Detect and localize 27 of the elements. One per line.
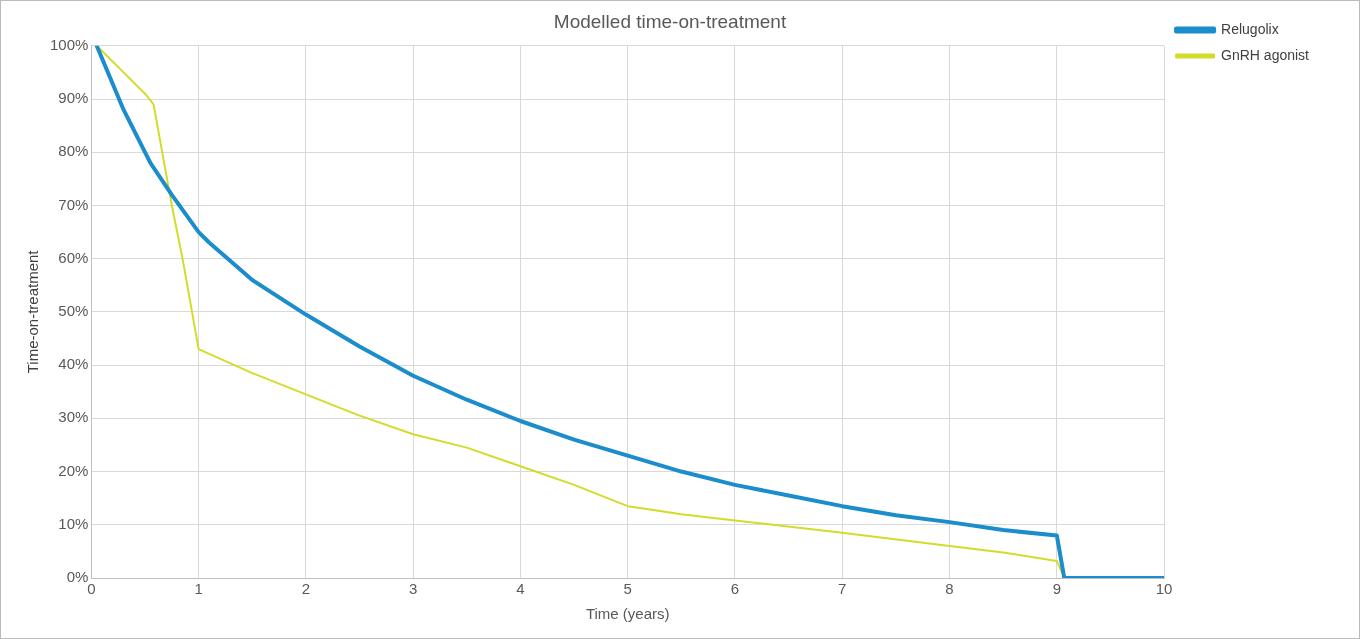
y-tick-label: 40% <box>58 355 89 373</box>
chart-title: Modelled time-on-treatment <box>553 10 787 32</box>
y-tick-label: 50% <box>58 302 89 320</box>
x-tick-label: 9 <box>1052 580 1061 598</box>
x-tick-label: 7 <box>838 580 847 598</box>
legend-label: Relugolix <box>1221 20 1279 37</box>
y-tick-label: 20% <box>58 461 89 479</box>
x-tick-label: 2 <box>301 580 311 598</box>
y-tick-label: 0% <box>66 568 89 586</box>
x-tick-label: 3 <box>409 580 418 598</box>
y-tick-label: 60% <box>58 248 89 266</box>
legend-label: GnRH agonist <box>1221 46 1310 63</box>
y-tick-label: 30% <box>58 408 89 426</box>
x-tick-label: 4 <box>516 580 525 598</box>
x-tick-label: 10 <box>1155 580 1173 598</box>
x-tick-label: 6 <box>730 580 740 598</box>
x-tick-label: 0 <box>87 580 96 598</box>
y-tick-label: 100% <box>49 35 89 53</box>
y-tick-label: 70% <box>58 195 89 213</box>
x-tick-label: 1 <box>194 580 203 598</box>
x-tick-label: 5 <box>623 580 632 598</box>
y-tick-label: 80% <box>58 142 89 160</box>
y-tick-label: 90% <box>58 89 89 107</box>
x-axis-title: Time (years) <box>585 605 670 623</box>
y-axis-title: Time-on-treatment <box>24 249 42 374</box>
y-tick-label: 10% <box>58 514 89 532</box>
x-tick-label: 8 <box>945 580 954 598</box>
